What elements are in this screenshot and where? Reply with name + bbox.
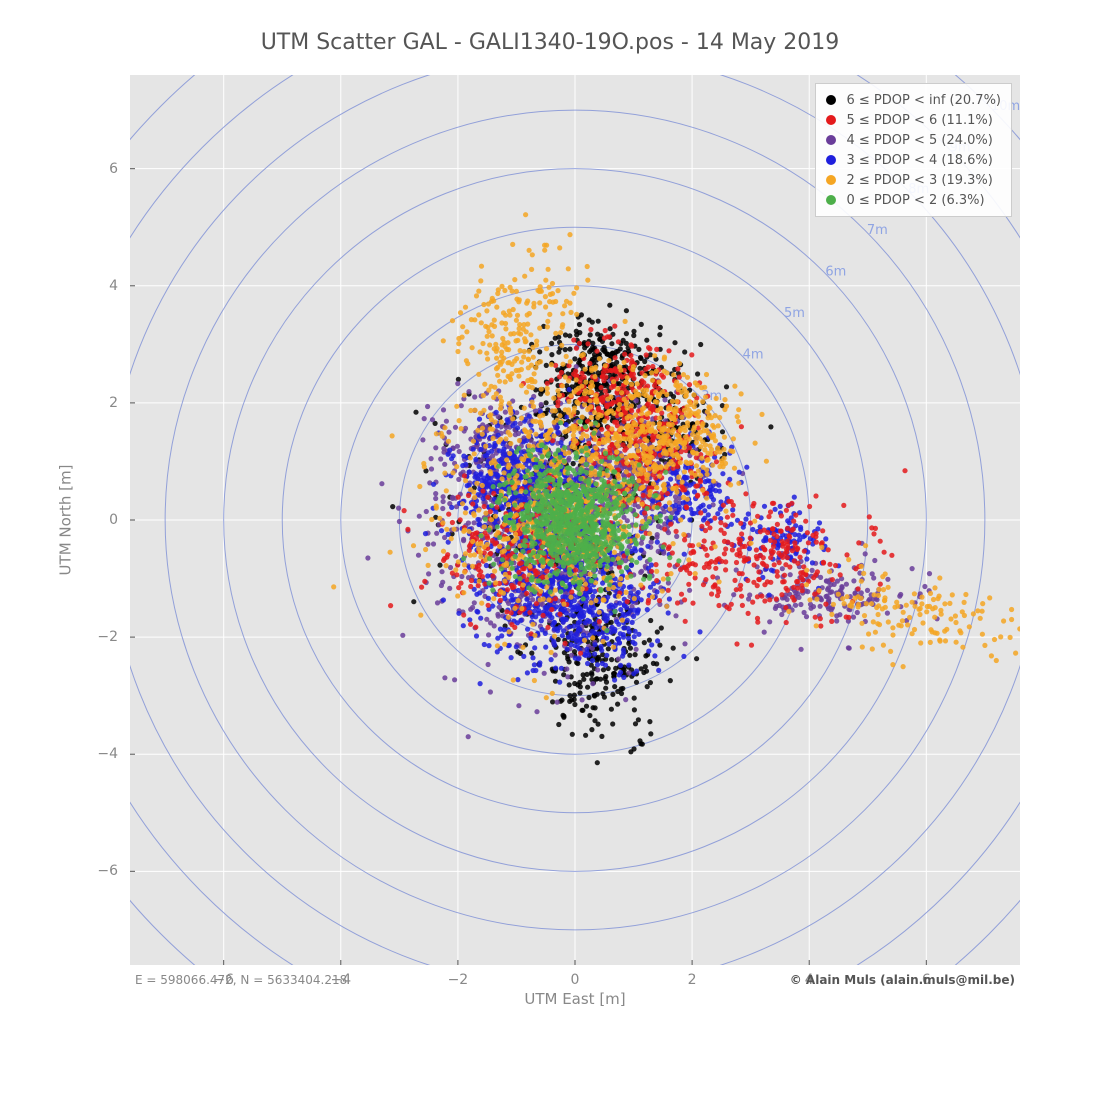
ring-label: 4m — [743, 347, 764, 362]
legend-swatch — [826, 115, 836, 125]
ring-label: 5m — [784, 306, 805, 321]
legend-swatch — [826, 175, 836, 185]
y-tick: −4 — [97, 746, 118, 762]
legend-item-pdop6: 6 ≤ PDOP < inf (20.7%) — [826, 90, 1001, 110]
legend-swatch — [826, 195, 836, 205]
x-tick: 2 — [688, 972, 697, 988]
y-tick: 2 — [109, 395, 118, 411]
chart-title: UTM Scatter GAL - GALI1340-19O.pos - 14 … — [0, 30, 1100, 55]
legend-label: 2 ≤ PDOP < 3 (19.3%) — [846, 173, 992, 188]
legend-swatch — [826, 135, 836, 145]
y-tick: −2 — [97, 629, 118, 645]
legend-swatch — [826, 95, 836, 105]
plot-area: 1m2m3m4m5m6m7m8m9m10m 6 ≤ PDOP < inf (20… — [130, 75, 1020, 965]
legend-item-pdop5: 5 ≤ PDOP < 6 (11.1%) — [826, 110, 1001, 130]
ring-label: 7m — [867, 223, 888, 238]
legend-swatch — [826, 155, 836, 165]
x-tick: −2 — [448, 972, 469, 988]
legend: 6 ≤ PDOP < inf (20.7%) 5 ≤ PDOP < 6 (11.1… — [815, 83, 1012, 217]
y-tick: −6 — [97, 863, 118, 879]
legend-label: 3 ≤ PDOP < 4 (18.6%) — [846, 153, 992, 168]
legend-item-pdop3: 3 ≤ PDOP < 4 (18.6%) — [826, 150, 1001, 170]
footer-coordinates: E = 598066.472, N = 5633404.218 — [135, 973, 347, 987]
legend-label: 0 ≤ PDOP < 2 (6.3%) — [846, 193, 984, 208]
ring-label: 6m — [825, 265, 846, 280]
y-axis-label: UTM North [m] — [55, 75, 75, 965]
y-tick: 6 — [109, 161, 118, 177]
legend-label: 5 ≤ PDOP < 6 (11.1%) — [846, 113, 992, 128]
legend-item-pdop2: 2 ≤ PDOP < 3 (19.3%) — [826, 170, 1001, 190]
legend-item-pdop0: 0 ≤ PDOP < 2 (6.3%) — [826, 190, 1001, 210]
y-tick: 4 — [109, 278, 118, 294]
legend-label: 4 ≤ PDOP < 5 (24.0%) — [846, 133, 992, 148]
x-tick: 0 — [571, 972, 580, 988]
legend-item-pdop4: 4 ≤ PDOP < 5 (24.0%) — [826, 130, 1001, 150]
y-tick: 0 — [109, 512, 118, 528]
legend-label: 6 ≤ PDOP < inf (20.7%) — [846, 93, 1001, 108]
x-axis-label: UTM East [m] — [130, 990, 1020, 1008]
utm-scatter-chart: UTM Scatter GAL - GALI1340-19O.pos - 14 … — [0, 0, 1100, 1100]
footer-copyright: © Alain Muls (alain.muls@mil.be) — [790, 973, 1015, 987]
